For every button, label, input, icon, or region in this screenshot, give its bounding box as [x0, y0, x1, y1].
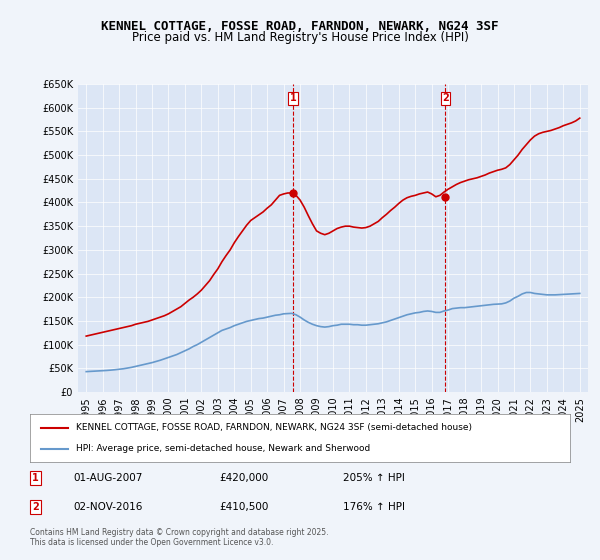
Text: 02-NOV-2016: 02-NOV-2016	[73, 502, 143, 512]
Text: HPI: Average price, semi-detached house, Newark and Sherwood: HPI: Average price, semi-detached house,…	[76, 444, 370, 453]
Text: £410,500: £410,500	[219, 502, 268, 512]
Text: 176% ↑ HPI: 176% ↑ HPI	[343, 502, 405, 512]
Text: 1: 1	[290, 93, 296, 103]
Text: KENNEL COTTAGE, FOSSE ROAD, FARNDON, NEWARK, NG24 3SF: KENNEL COTTAGE, FOSSE ROAD, FARNDON, NEW…	[101, 20, 499, 32]
Text: 2: 2	[442, 93, 449, 103]
Text: 01-AUG-2007: 01-AUG-2007	[73, 473, 143, 483]
Text: Price paid vs. HM Land Registry's House Price Index (HPI): Price paid vs. HM Land Registry's House …	[131, 31, 469, 44]
Text: 2: 2	[32, 502, 39, 512]
Text: KENNEL COTTAGE, FOSSE ROAD, FARNDON, NEWARK, NG24 3SF (semi-detached house): KENNEL COTTAGE, FOSSE ROAD, FARNDON, NEW…	[76, 423, 472, 432]
Text: 205% ↑ HPI: 205% ↑ HPI	[343, 473, 405, 483]
Text: £420,000: £420,000	[219, 473, 268, 483]
Text: Contains HM Land Registry data © Crown copyright and database right 2025.
This d: Contains HM Land Registry data © Crown c…	[30, 528, 329, 547]
Text: 1: 1	[32, 473, 39, 483]
